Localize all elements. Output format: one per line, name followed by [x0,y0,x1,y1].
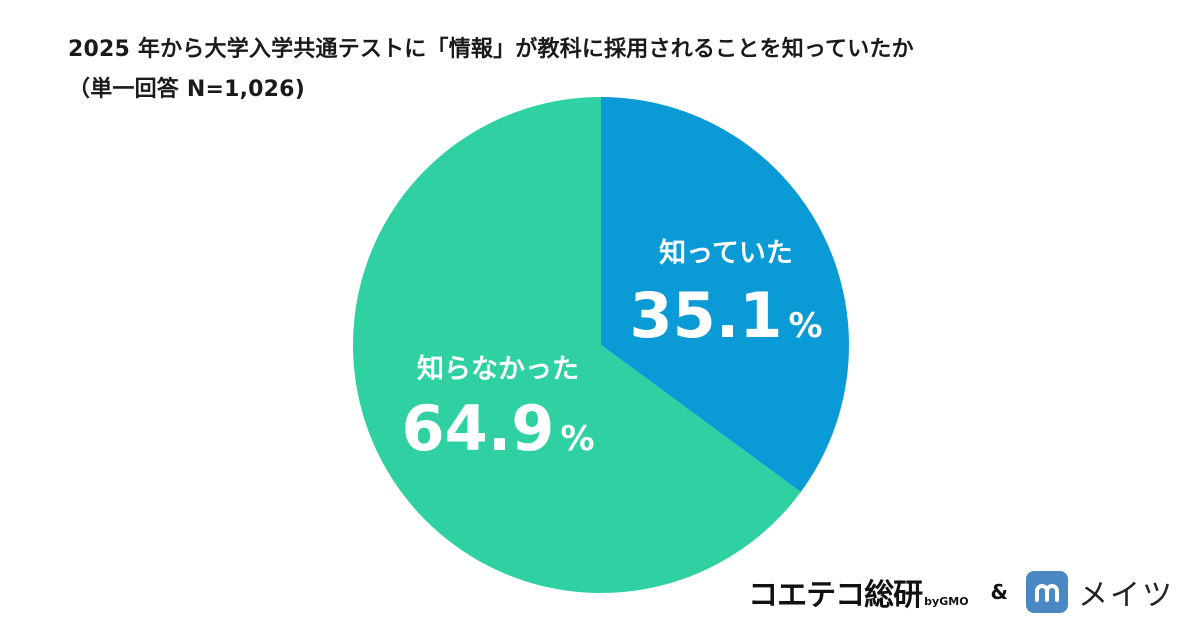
title-line-1: 2025 年から大学入学共通テストに「情報」が教科に採用されることを知っていたか [68,37,914,62]
slice-value-1: 35.1% [629,279,822,352]
pie-slice-1 [601,97,849,493]
gmo-by-text: byGMO [924,595,969,608]
koeteko-logo: コエテコ総研 byGMO [748,570,968,614]
chart-title: 2025 年から大学入学共通テストに「情報」が教科に採用されることを知っていたか… [68,30,914,110]
title-line-2: （単一回答 N=1,026) [68,77,305,102]
slice-value-2: 64.9% [401,392,594,465]
slice-label-1: 知っていた [659,238,793,269]
pie-slice-2 [352,97,801,593]
mates-logo: メイツ [1026,570,1174,614]
koeteko-logo-text: コエテコ総研 [748,578,923,613]
footer-logos: コエテコ総研 byGMO & メイツ [748,570,1174,614]
mates-logo-icon [1026,571,1068,613]
mates-logo-text: メイツ [1078,578,1174,613]
ampersand: & [990,580,1008,604]
slice-label-2: 知らなかった [417,354,579,385]
